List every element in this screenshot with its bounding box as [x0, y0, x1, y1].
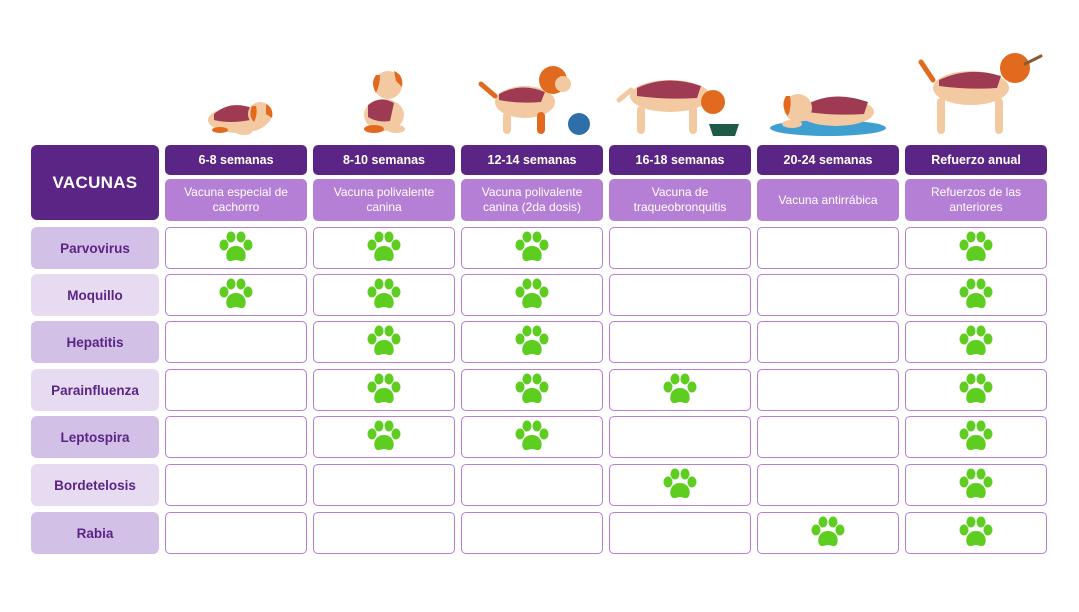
table-cell	[757, 464, 899, 506]
paw-icon	[364, 373, 404, 407]
puppy-sitting-icon	[364, 71, 405, 133]
column-description: Refuerzos de las anteriores	[905, 179, 1047, 221]
column-header: 12-14 semanas	[461, 145, 603, 175]
table-cell	[165, 512, 307, 554]
table-cell	[313, 369, 455, 411]
dog-walking-stick-icon	[918, 53, 1043, 134]
row-label: Hepatitis	[31, 321, 159, 363]
table-cell	[165, 416, 307, 458]
table-cell	[757, 274, 899, 316]
column-header: 20-24 semanas	[757, 145, 899, 175]
table-cell	[609, 321, 751, 363]
paw-icon	[364, 420, 404, 454]
table-cell	[905, 512, 1047, 554]
table-title: VACUNAS	[31, 145, 159, 220]
row-label: Bordetelosis	[31, 464, 159, 506]
paw-icon	[956, 373, 996, 407]
table-cell	[609, 369, 751, 411]
paw-icon	[364, 325, 404, 359]
dog-playing-ball-icon	[478, 66, 590, 135]
table-cell	[165, 321, 307, 363]
paw-icon	[216, 231, 256, 265]
row-label: Moquillo	[31, 274, 159, 316]
table-cell	[165, 227, 307, 269]
column-description: Vacuna antirrábica	[757, 179, 899, 221]
table-cell	[757, 321, 899, 363]
paw-icon	[364, 231, 404, 265]
table-cell	[757, 227, 899, 269]
row-label: Parainfluenza	[31, 369, 159, 411]
paw-icon	[512, 278, 552, 312]
row-label: Rabia	[31, 512, 159, 554]
paw-icon	[956, 278, 996, 312]
table-cell	[461, 464, 603, 506]
column-description: Vacuna polivalente canina (2da dosis)	[461, 179, 603, 221]
paw-icon	[660, 468, 700, 502]
dog-lying-bed-icon	[770, 94, 886, 136]
paw-icon	[956, 468, 996, 502]
column-header: 16-18 semanas	[609, 145, 751, 175]
paw-icon	[512, 231, 552, 265]
table-cell	[757, 512, 899, 554]
paw-icon	[512, 420, 552, 454]
table-cell	[905, 321, 1047, 363]
puppy-sleeping-icon	[208, 102, 273, 135]
table-cell	[165, 464, 307, 506]
table-cell	[609, 416, 751, 458]
row-label: Parvovirus	[31, 227, 159, 269]
table-cell	[461, 416, 603, 458]
table-cell	[609, 274, 751, 316]
column-description: Vacuna especial de cachorro	[165, 179, 307, 221]
table-cell	[461, 321, 603, 363]
table-cell	[757, 416, 899, 458]
paw-icon	[512, 325, 552, 359]
paw-icon	[364, 278, 404, 312]
table-cell	[609, 464, 751, 506]
table-cell	[461, 274, 603, 316]
table-cell	[905, 369, 1047, 411]
paw-icon	[956, 516, 996, 550]
table-cell	[905, 416, 1047, 458]
table-cell	[313, 512, 455, 554]
paw-icon	[512, 373, 552, 407]
table-cell	[609, 512, 751, 554]
paw-icon	[808, 516, 848, 550]
column-description: Vacuna de traqueobronquitis	[609, 179, 751, 221]
table-cell	[905, 464, 1047, 506]
table-cell	[461, 512, 603, 554]
paw-icon	[956, 325, 996, 359]
table-cell	[757, 369, 899, 411]
row-label: Leptospira	[31, 416, 159, 458]
table-cell	[905, 227, 1047, 269]
table-cell	[313, 227, 455, 269]
paw-icon	[660, 373, 700, 407]
table-cell	[313, 416, 455, 458]
column-header: Refuerzo anual	[905, 145, 1047, 175]
paw-icon	[956, 231, 996, 265]
column-header: 6-8 semanas	[165, 145, 307, 175]
paw-icon	[956, 420, 996, 454]
dog-eating-icon	[616, 80, 739, 136]
paw-icon	[216, 278, 256, 312]
column-header: 8-10 semanas	[313, 145, 455, 175]
column-description: Vacuna polivalente canina	[313, 179, 455, 221]
table-cell	[313, 464, 455, 506]
table-cell	[609, 227, 751, 269]
table-cell	[905, 274, 1047, 316]
table-cell	[313, 274, 455, 316]
table-cell	[461, 369, 603, 411]
table-cell	[461, 227, 603, 269]
table-cell	[165, 274, 307, 316]
table-cell	[165, 369, 307, 411]
table-cell	[313, 321, 455, 363]
